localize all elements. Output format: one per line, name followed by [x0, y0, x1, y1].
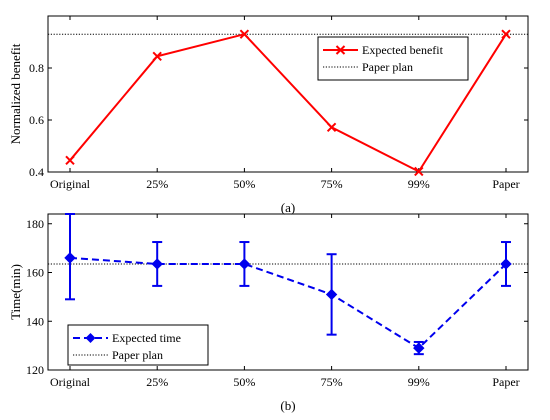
panel-a-legend-label-main: Expected benefit: [362, 43, 444, 57]
panel-a-point: [414, 166, 424, 177]
panel-a-point: [239, 29, 250, 39]
panel-b-ytick-label: 120: [26, 363, 44, 377]
panel-b-ytick-label: 180: [26, 217, 44, 231]
panel-b-xtick-label: Paper: [492, 375, 519, 389]
panel-b-xtick-label: 25%: [146, 375, 168, 389]
panel-a-axes-frame: [47, 15, 529, 173]
panel-a-ytick-label: 0.6: [29, 113, 44, 127]
panel-b-point: [325, 288, 338, 301]
panel-a-xtick-label: Paper: [492, 177, 519, 191]
panel-a-xtick-label: 50%: [233, 177, 255, 191]
panel-b-series-line: [69, 256, 507, 350]
panel-b-xtick-label: 50%: [233, 375, 255, 389]
panel-a-xtick-label: 25%: [146, 177, 168, 191]
panel-b-axes-frame: [47, 213, 529, 371]
panel-a-ytick-label: 0.8: [29, 61, 44, 75]
panel-a-legend-marker: [335, 45, 346, 55]
panel-b-legend-label-main: Expected time: [112, 331, 181, 345]
panel-a-point: [501, 29, 511, 39]
panel-b-caption: (b): [280, 398, 295, 413]
panel-b-legend-marker: [85, 333, 96, 343]
panel-a-xtick-label: Original: [50, 177, 91, 191]
panel-b-point: [151, 258, 163, 270]
panel-b-xtick-label: 99%: [408, 375, 430, 389]
panel-b-xtick-label: 75%: [321, 375, 343, 389]
panel-a-point: [326, 122, 337, 132]
panel-a-ylabel: Normalized benefit: [8, 43, 23, 144]
panel-b-ylabel: Time(min): [8, 264, 23, 320]
panel-a-legend-box: [317, 36, 469, 81]
panel-b-ytick-label: 140: [26, 314, 44, 328]
panel-a-point: [65, 155, 75, 166]
panel-a-ytick-label: 0.4: [29, 165, 44, 179]
panel-b-legend-box: [67, 324, 209, 366]
panel-a-legend-label-ref: Paper plan: [362, 60, 413, 74]
panel-b-point: [238, 258, 251, 270]
panel-b-point: [413, 342, 425, 354]
panel-a-xtick-label: 75%: [321, 177, 343, 191]
panel-b-legend-label-ref: Paper plan: [112, 348, 163, 362]
panel-a-caption: (a): [281, 200, 295, 215]
panel-a-xtick-label: 99%: [408, 177, 430, 191]
panel-b-point: [500, 258, 512, 270]
panel-a-point: [152, 51, 162, 62]
panel-a-series-line: [69, 33, 507, 173]
panel-b-xtick-label: Original: [50, 375, 91, 389]
panel-b-ytick-label: 160: [26, 266, 44, 280]
panel-b-point: [64, 252, 76, 264]
